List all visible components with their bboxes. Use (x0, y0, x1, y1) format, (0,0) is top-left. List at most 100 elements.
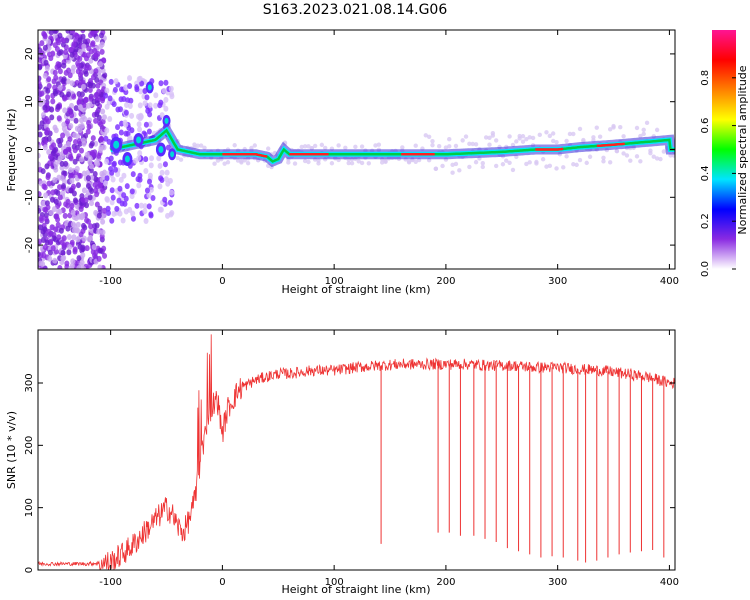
spectrogram-cell (122, 200, 128, 207)
spectrogram-cell (591, 135, 596, 140)
spectrogram-cell (46, 76, 52, 83)
spectrogram-cell (245, 160, 251, 166)
spectrogram-cell (634, 154, 640, 159)
spectrogram-cell (118, 129, 124, 136)
spectrogram-cell (78, 206, 84, 213)
spectrogram-blob-core (158, 146, 164, 153)
spectrogram-cell (53, 166, 59, 173)
spectrogram-cell (127, 206, 133, 213)
spectrogram-cell (104, 175, 110, 182)
spectrogram-cell (137, 176, 143, 183)
spectrogram-cell (44, 65, 50, 72)
spectrogram-cell (98, 121, 104, 128)
spectrogram-cell (62, 148, 68, 155)
spectrogram-cell (96, 212, 102, 219)
spectrogram-cell (142, 203, 148, 210)
spectrogram-cell (102, 252, 108, 259)
spectrogram-cell (129, 188, 135, 195)
spectrogram-cell (286, 160, 291, 165)
spectrogram-cell (235, 158, 241, 163)
spectrogram-cell (483, 135, 489, 140)
spectrogram-cell (94, 100, 100, 107)
spectrogram-cell (143, 121, 149, 128)
spectrogram-y-ticks: -20 -10 0 10 20 (24, 48, 675, 253)
spectrogram-cell (52, 124, 58, 131)
spectrogram-cell (89, 200, 95, 207)
spectrogram-cell (70, 258, 76, 265)
spectrogram-cell (517, 136, 522, 141)
spectrogram-cell (69, 112, 75, 119)
spectrogram-cell (100, 218, 106, 225)
spectrogram-cell (343, 145, 348, 151)
spectrogram-cell (69, 262, 75, 269)
spectrogram-cell (83, 96, 89, 103)
spectrogram-cell (95, 161, 101, 168)
spectrogram-cell (312, 143, 318, 149)
spectrogram-cell (88, 32, 94, 39)
spectrogram-cell (43, 192, 49, 199)
spectrogram-cell (118, 176, 124, 183)
spectrogram-cell (58, 49, 64, 56)
spectrogram-cell (112, 86, 118, 93)
spectrogram-cell (116, 197, 122, 204)
x-tick-label: 300 (548, 577, 567, 588)
spectrogram-cell (39, 120, 45, 127)
spectrogram-cell (84, 202, 90, 209)
spectrogram-cell (57, 155, 63, 162)
spectrogram-cell (654, 156, 660, 161)
spectrogram-cell (98, 32, 104, 39)
spectrogram-cell (249, 145, 254, 151)
spectrogram-blob-core (124, 155, 130, 163)
x-tick-label: 0 (219, 577, 225, 588)
spectrogram-cell (161, 87, 167, 94)
spectrogram-cell (138, 88, 144, 95)
spectrogram-cell (48, 30, 54, 36)
spectrogram-cell (149, 155, 155, 162)
spectrogram-cell (147, 102, 153, 109)
spectrogram-cell (554, 166, 559, 171)
spectrogram-cell (58, 137, 64, 144)
spectrogram-cell (113, 78, 119, 85)
spectrogram-cell (48, 55, 54, 62)
spectrogram-cell (266, 146, 271, 151)
spectrogram-cell (577, 126, 583, 132)
spectrogram-cell (79, 117, 85, 124)
spectrogram-cell (440, 163, 445, 169)
spectrogram-cell (109, 217, 115, 224)
spectrogram-cell (336, 143, 341, 148)
spectrogram-cell (85, 169, 91, 176)
spectrogram-cell (92, 181, 98, 188)
spectrogram-ridge-band (110, 128, 675, 163)
spectrogram-cell (52, 257, 58, 264)
spectrogram-cell (71, 93, 77, 100)
spectrogram-cell (49, 196, 55, 203)
spectrogram-cell (100, 229, 106, 236)
spectrogram-cell (148, 162, 154, 169)
spectrogram-cell (97, 264, 103, 269)
spectrogram-cell (400, 145, 405, 150)
spectrogram-cell (430, 142, 435, 148)
spectrogram-cell (85, 52, 91, 59)
snr-x-label: Height of straight line (km) (281, 583, 430, 596)
x-tick-label: 200 (436, 577, 455, 588)
spectrogram-cell (601, 155, 606, 160)
spectrogram-cell (544, 164, 549, 169)
spectrogram-cell (169, 189, 175, 196)
spectrogram-cell (76, 63, 82, 70)
spectrogram-cell (50, 50, 56, 57)
spectrogram-cell (55, 61, 61, 68)
spectrogram-cell (222, 161, 227, 166)
spectrogram-cell (129, 193, 135, 200)
spectrogram-cell (69, 239, 75, 246)
spectrogram-cell (64, 263, 70, 269)
spectrogram-cell (130, 210, 136, 217)
spectrogram-cell (136, 76, 142, 83)
spectrogram-x-ticks: -100 0 100 200 300 400 (99, 30, 679, 287)
spectrogram-cell (73, 105, 79, 112)
spectrogram-cell (99, 48, 105, 55)
spectrogram-y-label: Frequency (Hz) (5, 109, 18, 192)
spectrogram-cell (83, 132, 89, 139)
spectrogram-cell (88, 223, 94, 230)
y-tick-label: -10 (24, 189, 35, 205)
spectrogram-cell (504, 158, 509, 163)
